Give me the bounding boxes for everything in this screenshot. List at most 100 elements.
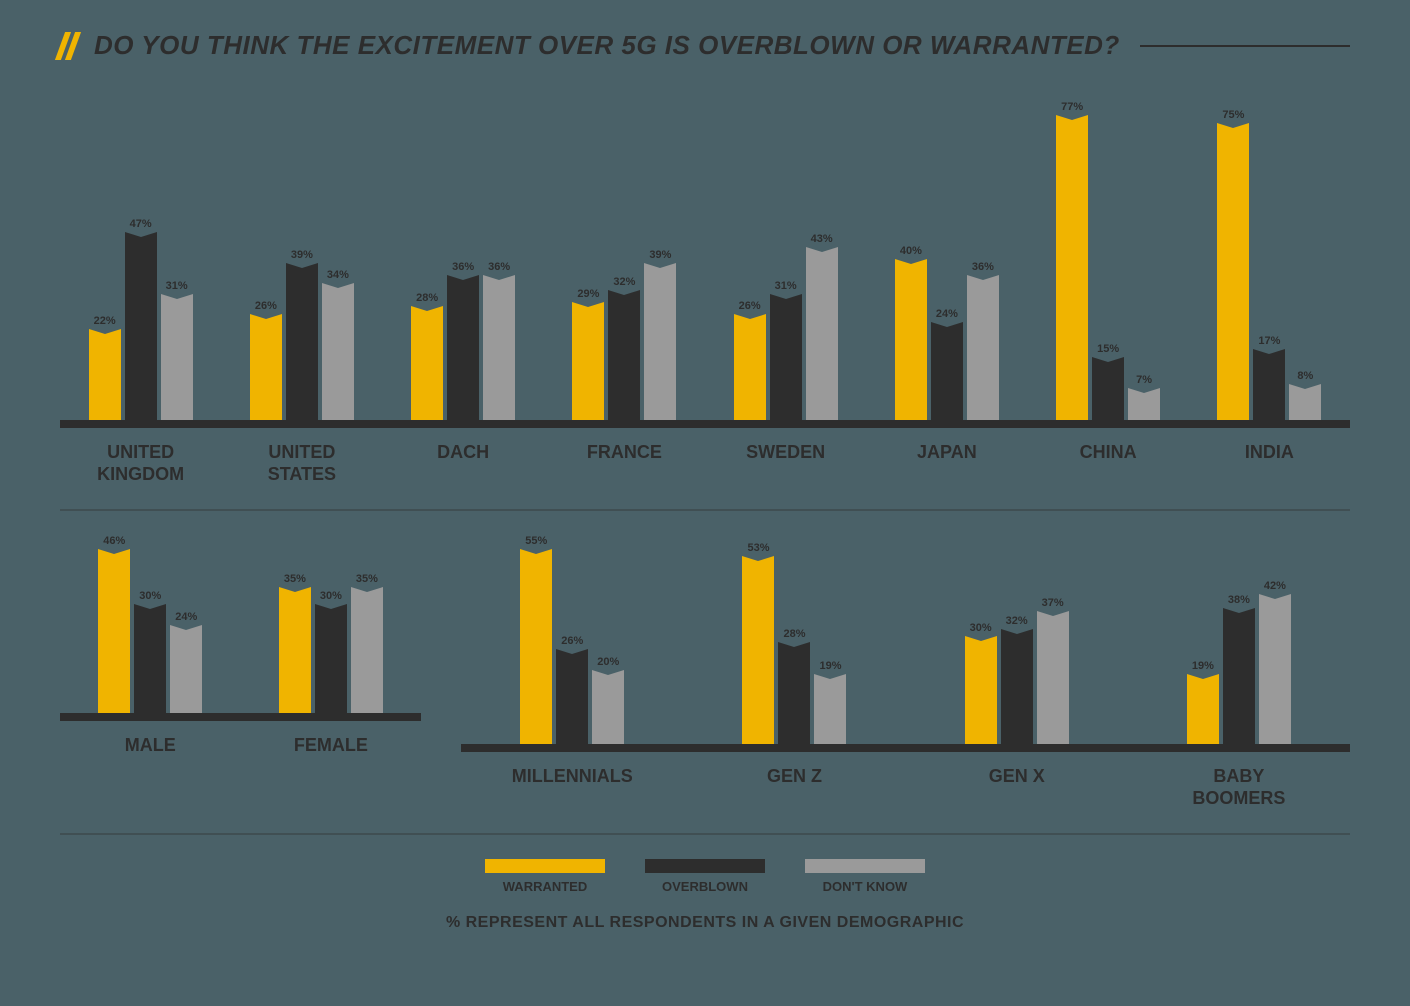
bar-dontknow: 43%	[806, 233, 838, 420]
bar-dontknow: 37%	[1037, 597, 1069, 744]
bar-value-label: 32%	[1006, 615, 1028, 627]
bar	[520, 554, 552, 744]
bar-notch	[89, 329, 121, 334]
bar-value-label: 30%	[139, 590, 161, 602]
bar	[895, 264, 927, 420]
bar-group: 22% 47% 31%	[60, 218, 221, 420]
bar-notch	[895, 259, 927, 264]
legend-swatch	[645, 859, 765, 873]
chart-generations: 55%26%20%53%28%19%30%32%37%19%38%42%MILL…	[461, 535, 1350, 809]
bar-value-label: 31%	[166, 280, 188, 292]
bar-notch	[608, 290, 640, 295]
chart-gender: 46%30%24%35%30%35%MALEFEMALE	[60, 535, 421, 809]
bar-dontknow: 31%	[161, 280, 193, 420]
bar	[483, 280, 515, 420]
bar-group: 46%30%24%	[60, 535, 241, 713]
bar	[1259, 599, 1291, 744]
bar-group: 77%15%7%	[1028, 101, 1189, 420]
bar-warranted: 35%	[279, 573, 311, 713]
bar	[1037, 616, 1069, 744]
bar-overblown: 38%	[1223, 594, 1255, 744]
legend-item-dontknow: DON'T KNOW	[805, 859, 925, 894]
bar-overblown: 47%	[125, 218, 157, 420]
bar-group: 75% 17% 8%	[1189, 109, 1350, 420]
bar-notch	[742, 556, 774, 561]
bar-warranted: 75%	[1217, 109, 1249, 420]
bar-warranted: 29%	[572, 288, 604, 420]
bar-notch	[644, 263, 676, 268]
category-label: SWEDEN	[705, 442, 866, 485]
bar-dontknow: 8%	[1289, 370, 1321, 420]
bar-notch	[483, 275, 515, 280]
bar-warranted: 22%	[89, 315, 121, 420]
bar-value-label: 47%	[130, 218, 152, 230]
legend: WARRANTEDOVERBLOWNDON'T KNOW	[60, 859, 1350, 894]
bar-value-label: 28%	[783, 628, 805, 640]
bar	[778, 647, 810, 744]
page-title: DO YOU THINK THE EXCITEMENT OVER 5G IS O…	[94, 30, 1120, 61]
bar	[806, 252, 838, 420]
bar-notch	[592, 670, 624, 675]
bar-value-label: 24%	[936, 308, 958, 320]
bar-value-label: 17%	[1258, 335, 1280, 347]
bar-overblown: 36%	[447, 261, 479, 420]
bar-overblown: 26%	[556, 635, 588, 744]
bar-value-label: 39%	[291, 249, 313, 261]
bar-notch	[1253, 349, 1285, 354]
bar	[98, 554, 130, 713]
row-divider	[60, 833, 1350, 835]
bar-notch	[250, 314, 282, 319]
bar-value-label: 30%	[970, 622, 992, 634]
bar	[931, 327, 963, 421]
bar	[1092, 362, 1124, 420]
bar-value-label: 34%	[327, 269, 349, 281]
bar-value-label: 26%	[739, 300, 761, 312]
bar-dontknow: 7%	[1128, 374, 1160, 420]
bar	[250, 319, 282, 420]
bar-value-label: 55%	[525, 535, 547, 547]
bar	[965, 641, 997, 745]
bar	[351, 592, 383, 713]
title-slash-icon	[60, 32, 80, 60]
bar-notch	[98, 549, 130, 554]
bar-overblown: 39%	[286, 249, 318, 420]
bar-value-label: 26%	[561, 635, 583, 647]
bar-group: 35%30%35%	[241, 573, 422, 713]
bar-value-label: 53%	[747, 542, 769, 554]
legend-swatch	[485, 859, 605, 873]
bar-value-label: 30%	[320, 590, 342, 602]
bar-warranted: 46%	[98, 535, 130, 713]
category-label: BABYBOOMERS	[1128, 766, 1350, 809]
bar	[1187, 679, 1219, 745]
bar-group: 19%38%42%	[1128, 580, 1350, 744]
bar-notch	[125, 232, 157, 237]
legend-item-overblown: OVERBLOWN	[645, 859, 765, 894]
bar-group: 28%36%36%	[383, 261, 544, 420]
bar-notch	[770, 294, 802, 299]
bar-group: 26%39%34%	[221, 249, 382, 420]
bar-group: 29%32%39%	[544, 249, 705, 420]
bar-value-label: 28%	[416, 292, 438, 304]
bar-value-label: 36%	[972, 261, 994, 273]
bar-value-label: 15%	[1097, 343, 1119, 355]
bar	[1056, 120, 1088, 420]
bar-value-label: 7%	[1136, 374, 1152, 386]
bar	[170, 630, 202, 713]
chart-countries: 22%47%31%26%39%34%28%36%36%29%32%39%26%3…	[60, 101, 1350, 485]
legend-label: DON'T KNOW	[823, 879, 908, 894]
category-label: UNITEDSTATES	[221, 442, 382, 485]
bar-value-label: 8%	[1297, 370, 1313, 382]
bar-notch	[931, 322, 963, 327]
bar-notch	[351, 587, 383, 592]
bar-notch	[556, 649, 588, 654]
bar-dontknow: 36%	[967, 261, 999, 420]
bar-overblown: 30%	[134, 590, 166, 713]
bar-notch	[447, 275, 479, 280]
bar	[1289, 389, 1321, 420]
category-label: MALE	[60, 735, 241, 757]
category-labels: MILLENNIALSGEN ZGEN XBABYBOOMERS	[461, 766, 1350, 809]
bar	[967, 280, 999, 420]
row-divider	[60, 509, 1350, 511]
category-label: JAPAN	[866, 442, 1027, 485]
bar	[89, 334, 121, 420]
